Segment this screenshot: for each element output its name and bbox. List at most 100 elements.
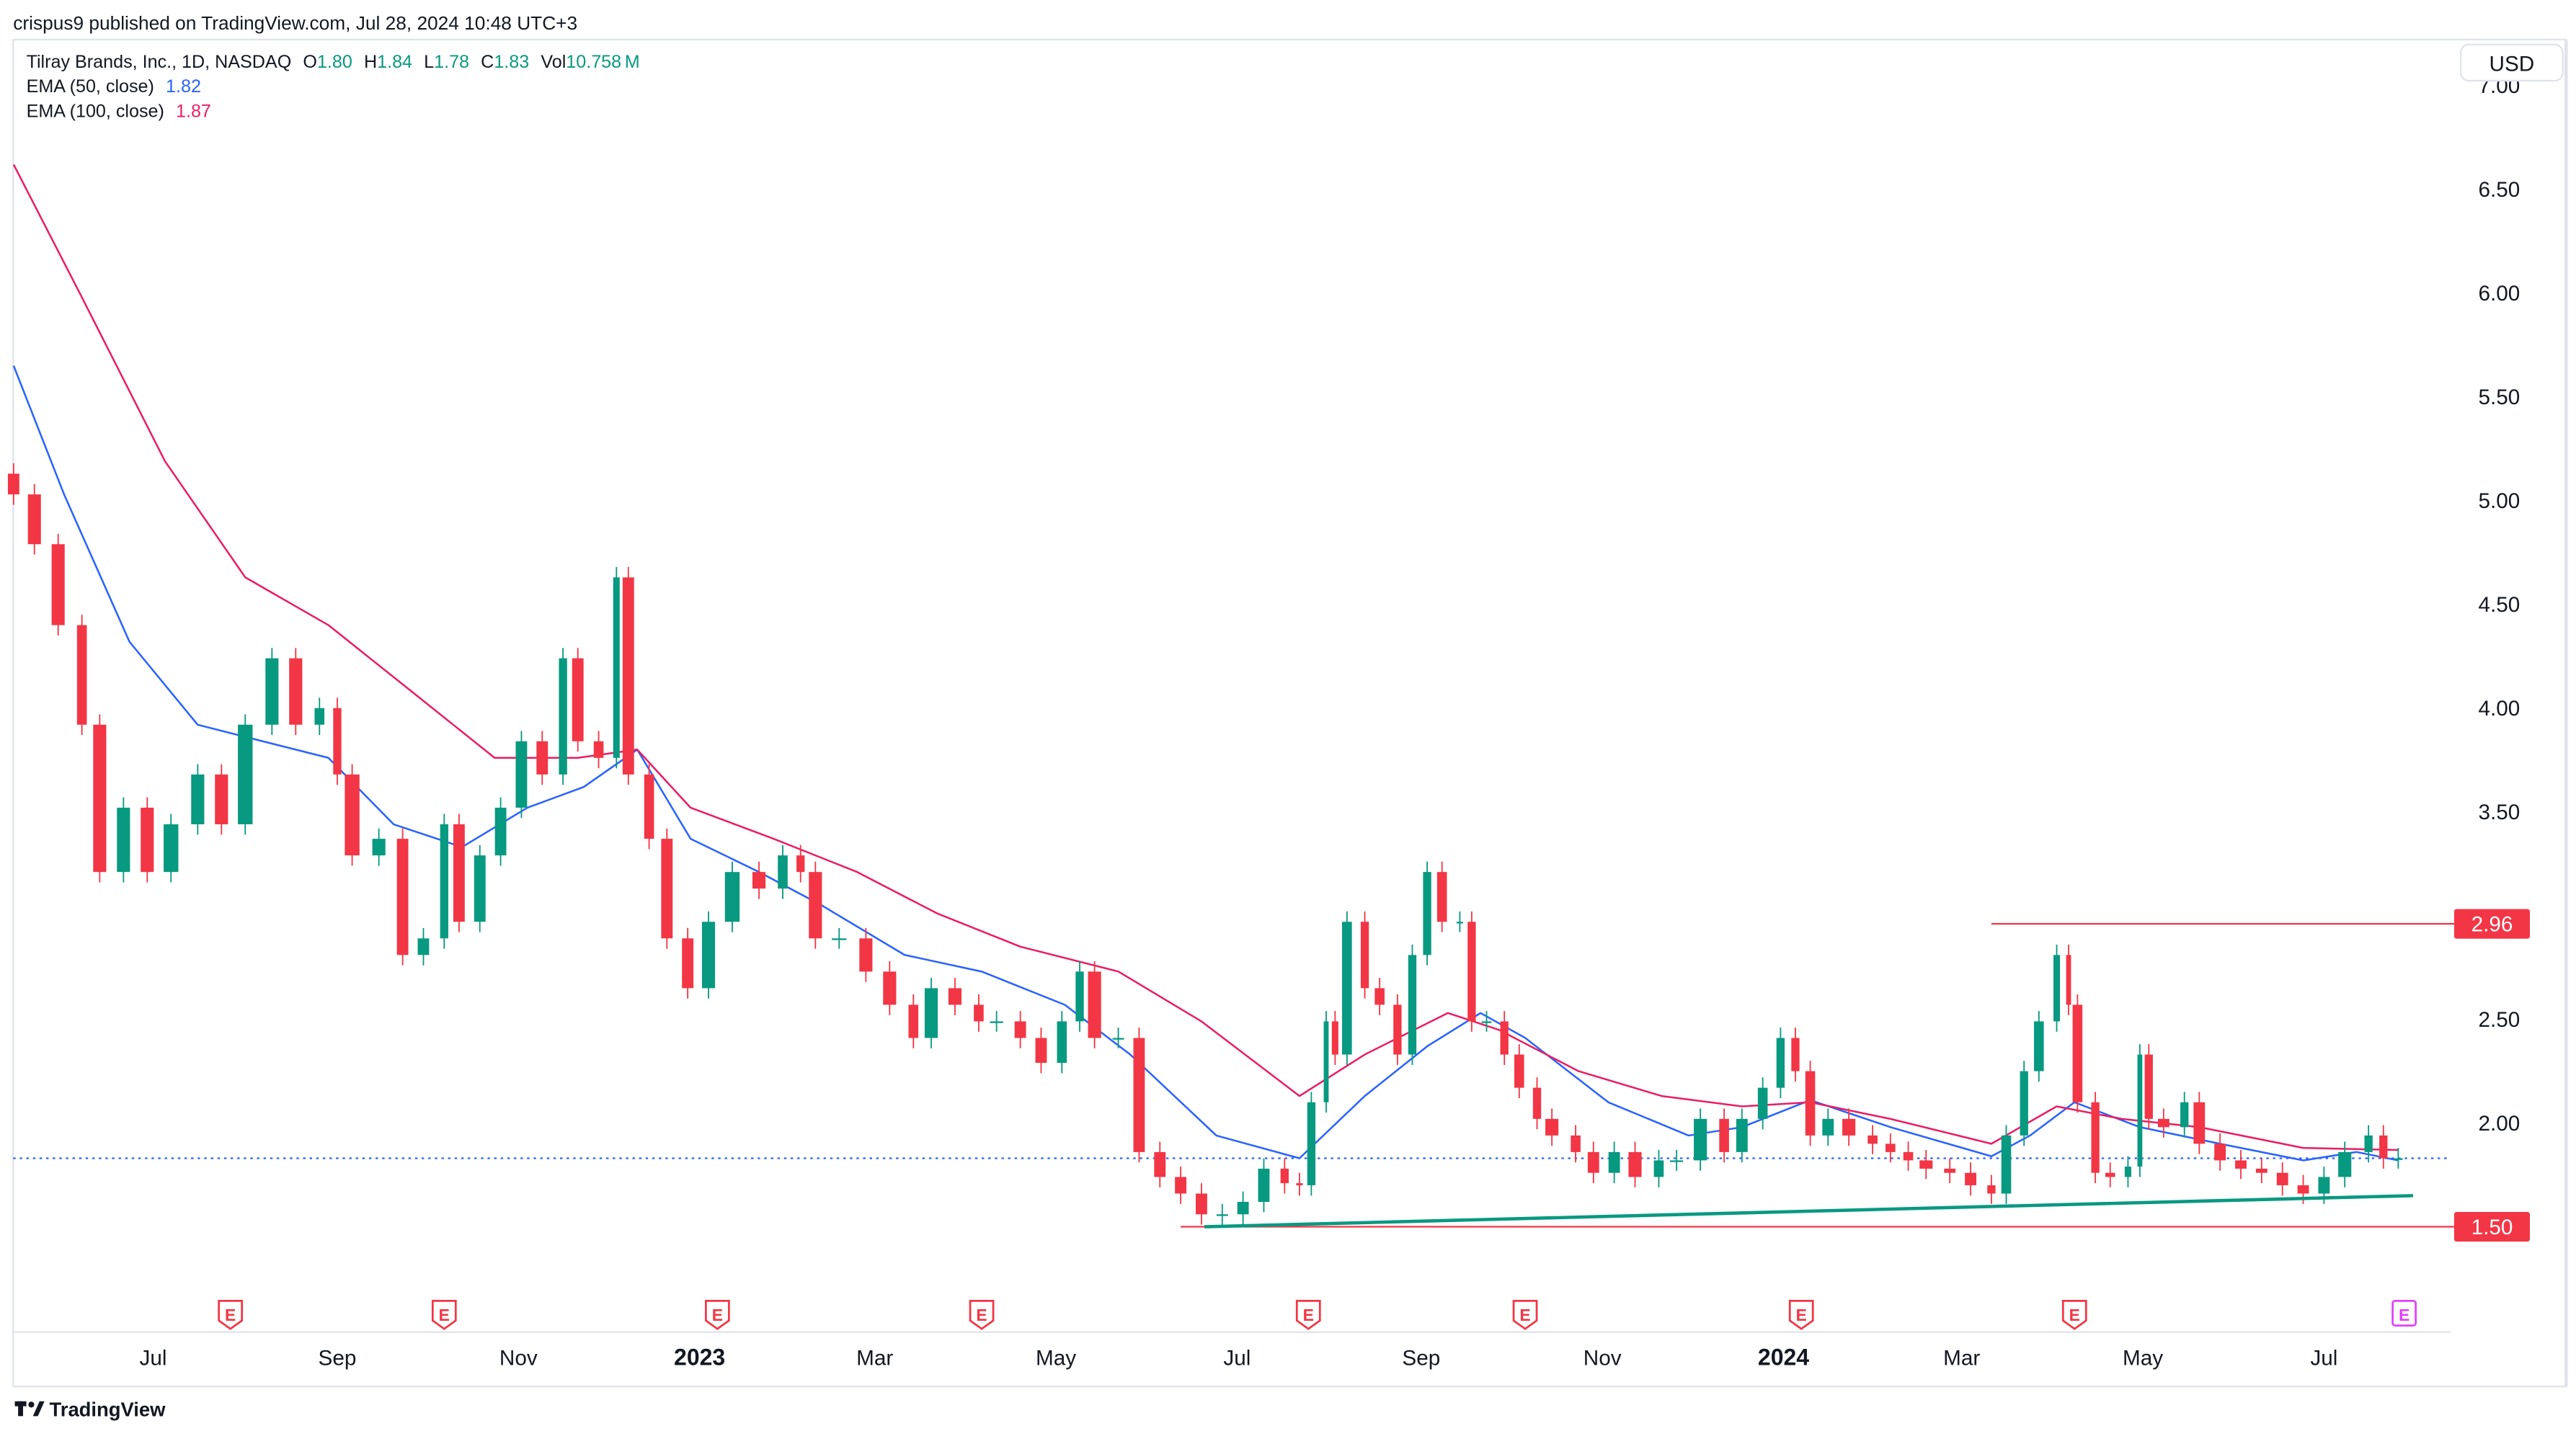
support-trend-line[interactable] xyxy=(1204,1194,2414,1229)
candle[interactable] xyxy=(453,813,465,932)
candle[interactable] xyxy=(1532,1077,1542,1130)
candle[interactable] xyxy=(1456,911,1463,932)
candle[interactable] xyxy=(2157,1108,2169,1138)
candle[interactable] xyxy=(924,978,938,1048)
candle[interactable] xyxy=(345,764,360,866)
candle[interactable] xyxy=(1408,944,1417,1065)
candle[interactable] xyxy=(76,615,87,736)
candle[interactable] xyxy=(1514,1044,1524,1099)
candle[interactable] xyxy=(1307,1092,1316,1196)
candle[interactable] xyxy=(238,714,253,835)
candle[interactable] xyxy=(1393,994,1402,1065)
candle[interactable] xyxy=(1919,1150,1933,1180)
candle[interactable] xyxy=(1500,1011,1509,1065)
candle[interactable] xyxy=(164,813,179,883)
candle[interactable] xyxy=(1280,1158,1289,1194)
candle[interactable] xyxy=(7,463,19,505)
candle[interactable] xyxy=(2091,1092,2100,1184)
candle[interactable] xyxy=(1736,1108,1748,1163)
candle[interactable] xyxy=(1360,911,1369,999)
candle[interactable] xyxy=(1175,1167,1187,1204)
candle[interactable] xyxy=(2105,1162,2115,1187)
earnings-marker[interactable]: E xyxy=(704,1300,730,1330)
candle[interactable] xyxy=(2193,1092,2206,1154)
candle[interactable] xyxy=(265,648,279,736)
candle[interactable] xyxy=(1323,1011,1329,1113)
candle[interactable] xyxy=(289,648,303,736)
candle[interactable] xyxy=(1757,1077,1768,1130)
candle[interactable] xyxy=(1258,1158,1270,1213)
candle[interactable] xyxy=(1237,1191,1249,1225)
candle[interactable] xyxy=(644,764,654,850)
candle[interactable] xyxy=(1467,911,1476,1032)
candle[interactable] xyxy=(701,911,716,999)
ema100-legend[interactable]: EMA (100, close) 1.87 xyxy=(27,101,211,121)
candle[interactable] xyxy=(215,764,228,835)
candle[interactable] xyxy=(1694,1108,1707,1171)
candle[interactable] xyxy=(51,533,65,636)
candle[interactable] xyxy=(1587,1141,1599,1184)
candle[interactable] xyxy=(117,797,130,883)
candle[interactable] xyxy=(1867,1125,1878,1154)
earnings-marker[interactable]: E xyxy=(969,1300,995,1330)
earnings-marker[interactable]: E xyxy=(218,1300,244,1330)
candle[interactable] xyxy=(1944,1158,1956,1184)
candle[interactable] xyxy=(622,566,634,785)
candle[interactable] xyxy=(2020,1061,2028,1146)
candle[interactable] xyxy=(1776,1027,1785,1099)
candle[interactable] xyxy=(440,813,448,949)
candle[interactable] xyxy=(1965,1162,1976,1196)
time-axis[interactable]: Jul Sep Nov 2023 Mar May Jul Sep Nov 2024 Mar May Ju… xyxy=(140,1344,2338,1370)
candle[interactable] xyxy=(417,927,430,966)
candle[interactable] xyxy=(333,697,342,785)
candle[interactable] xyxy=(2034,1011,2044,1082)
candle[interactable] xyxy=(2338,1141,2352,1187)
candle[interactable] xyxy=(93,714,107,883)
candle[interactable] xyxy=(724,861,740,932)
candle[interactable] xyxy=(1805,1061,1816,1146)
candle[interactable] xyxy=(1719,1108,1729,1163)
candle[interactable] xyxy=(396,828,409,966)
candle[interactable] xyxy=(27,483,41,555)
candle[interactable] xyxy=(1628,1141,1642,1187)
earnings-marker[interactable]: E xyxy=(2391,1300,2417,1327)
candle[interactable] xyxy=(2053,944,2061,1032)
currency-button[interactable]: USD xyxy=(2459,43,2564,82)
candle[interactable] xyxy=(2001,1125,2012,1204)
candle[interactable] xyxy=(1014,1011,1026,1048)
earnings-marker[interactable]: E xyxy=(1512,1300,1538,1330)
candle[interactable] xyxy=(1331,1011,1338,1065)
candle[interactable] xyxy=(682,927,694,999)
candle[interactable] xyxy=(1035,1027,1047,1074)
candle[interactable] xyxy=(1423,861,1431,966)
candle[interactable] xyxy=(559,648,567,785)
price-axis[interactable]: 2.961.507.006.506.005.505.004.504.003.50… xyxy=(2453,74,2531,1242)
ema50-line[interactable] xyxy=(12,365,2399,1162)
candle[interactable] xyxy=(1154,1141,1166,1187)
candle[interactable] xyxy=(191,764,205,835)
candle[interactable] xyxy=(1903,1141,1914,1171)
candle[interactable] xyxy=(1436,861,1447,932)
candle[interactable] xyxy=(1481,1011,1492,1032)
tradingview-logo[interactable]: TradingView xyxy=(14,1398,166,1420)
candle[interactable] xyxy=(494,797,507,866)
candle[interactable] xyxy=(908,994,919,1048)
candle[interactable] xyxy=(1075,960,1084,1032)
candle[interactable] xyxy=(593,731,604,769)
candle[interactable] xyxy=(1670,1150,1684,1171)
candle[interactable] xyxy=(1057,1011,1067,1074)
candle[interactable] xyxy=(990,1011,1003,1032)
candle[interactable] xyxy=(752,861,766,899)
ema100-line[interactable] xyxy=(12,164,2399,1151)
candle[interactable] xyxy=(809,861,822,949)
candle[interactable] xyxy=(1886,1133,1896,1163)
currency-label[interactable]: USD xyxy=(2490,52,2535,76)
candle[interactable] xyxy=(314,697,325,736)
candle[interactable] xyxy=(613,566,620,769)
candle[interactable] xyxy=(974,994,984,1032)
candle[interactable] xyxy=(1608,1141,1620,1184)
candle[interactable] xyxy=(796,844,805,883)
candle[interactable] xyxy=(2137,1044,2143,1177)
